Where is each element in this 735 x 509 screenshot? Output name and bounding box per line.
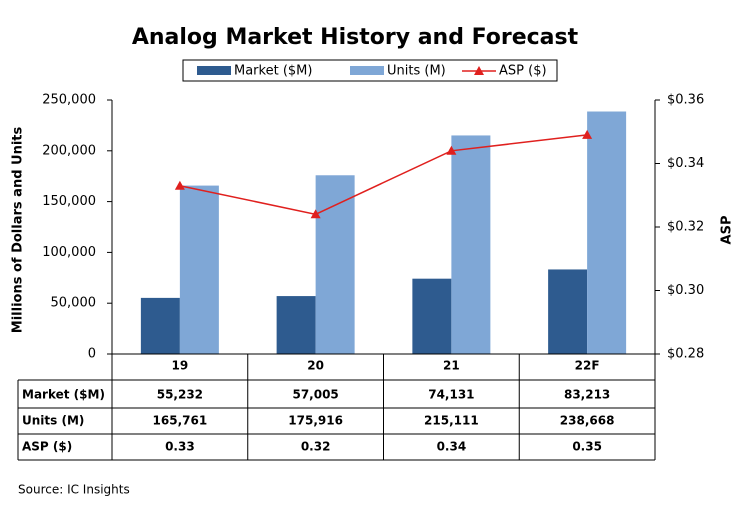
table-cell: 57,005 bbox=[292, 388, 338, 402]
table-cell: 238,668 bbox=[560, 414, 615, 428]
bar bbox=[548, 269, 588, 354]
y-tick-label: 250,000 bbox=[42, 93, 96, 108]
y-tick-label: 200,000 bbox=[42, 143, 96, 158]
table-row-label: ASP ($) bbox=[22, 440, 72, 454]
y2-axis-label: ASP bbox=[720, 216, 735, 245]
bar bbox=[315, 175, 355, 354]
y2-tick-label: $0.28 bbox=[667, 347, 704, 362]
bar bbox=[451, 135, 491, 354]
x-tick-label: 22F bbox=[575, 359, 600, 373]
table-cell: 0.34 bbox=[437, 440, 467, 454]
y-tick-label: 150,000 bbox=[42, 194, 96, 209]
table-cell: 0.35 bbox=[572, 440, 602, 454]
asp-marker bbox=[582, 129, 593, 139]
asp-marker bbox=[446, 145, 457, 155]
legend-swatch bbox=[197, 66, 231, 75]
table-cell: 83,213 bbox=[564, 388, 610, 402]
table-cell: 175,916 bbox=[288, 414, 343, 428]
table-cell: 165,761 bbox=[153, 414, 208, 428]
legend-label: Market ($M) bbox=[234, 64, 312, 79]
bar bbox=[276, 296, 316, 354]
y-tick-label: 0 bbox=[88, 347, 96, 362]
table-cell: 0.32 bbox=[301, 440, 331, 454]
table-cell: 74,131 bbox=[428, 388, 474, 402]
x-tick-label: 20 bbox=[307, 359, 324, 373]
bar bbox=[140, 297, 180, 354]
y2-tick-label: $0.36 bbox=[667, 93, 704, 108]
legend-label: ASP ($) bbox=[499, 64, 547, 79]
legend-label: Units (M) bbox=[387, 64, 446, 79]
table-row-label: Units (M) bbox=[22, 414, 84, 428]
asp-marker bbox=[310, 209, 321, 219]
chart-title: Analog Market History and Forecast bbox=[132, 25, 579, 50]
x-tick-label: 21 bbox=[443, 359, 460, 373]
y2-tick-label: $0.32 bbox=[667, 220, 704, 235]
table-cell: 0.33 bbox=[165, 440, 195, 454]
table-row-label: Market ($M) bbox=[22, 388, 105, 402]
legend-swatch bbox=[350, 66, 384, 75]
y-tick-label: 50,000 bbox=[51, 296, 97, 311]
legend-marker bbox=[474, 66, 484, 75]
table-cell: 215,111 bbox=[424, 414, 479, 428]
bar bbox=[587, 111, 627, 355]
bar bbox=[412, 278, 452, 354]
x-tick-label: 19 bbox=[172, 359, 189, 373]
source: Source: IC Insights bbox=[18, 483, 130, 497]
bar bbox=[179, 185, 219, 354]
y-tick-label: 100,000 bbox=[42, 245, 96, 260]
asp-marker bbox=[174, 180, 185, 190]
y2-tick-label: $0.34 bbox=[667, 156, 704, 171]
y-axis-label: Millions of Dollars and Units bbox=[11, 126, 26, 333]
asp-line bbox=[179, 134, 588, 216]
y2-tick-label: $0.30 bbox=[667, 283, 704, 298]
table-cell: 55,232 bbox=[157, 388, 203, 402]
